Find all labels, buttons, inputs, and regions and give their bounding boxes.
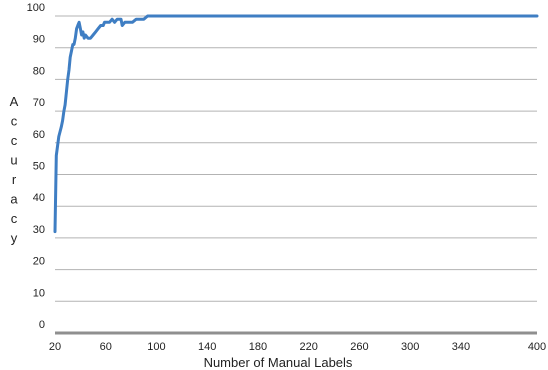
y-tick-label: 30 (33, 224, 45, 236)
y-axis-title-letter: a (10, 192, 18, 207)
x-tick-label: 60 (100, 341, 112, 353)
y-axis-title-letter: A (10, 94, 19, 109)
x-axis-title: Number of Manual Labels (204, 355, 353, 370)
x-tick-label: 260 (350, 341, 368, 353)
x-tick-label: 20 (49, 341, 61, 353)
y-axis-title-letter: c (11, 133, 18, 148)
y-tick-label: 50 (33, 161, 45, 173)
x-tick-label: 400 (528, 341, 546, 353)
x-tick-label: 220 (300, 341, 318, 353)
y-axis-ticks: 0 10 20 30 40 50 60 70 80 90 100 (27, 2, 45, 331)
grid-lines (55, 15, 537, 335)
y-tick-label: 90 (33, 34, 45, 46)
x-tick-label: 180 (249, 341, 267, 353)
y-tick-label: 20 (33, 256, 45, 268)
y-tick-label: 0 (39, 319, 45, 331)
y-tick-label: 40 (33, 192, 45, 204)
y-tick-label: 60 (33, 129, 45, 141)
y-axis-title-letter: r (12, 172, 17, 187)
series-line (53, 14, 539, 234)
y-tick-label: 10 (33, 287, 45, 299)
y-tick-label: 80 (33, 65, 45, 77)
y-tick-label: 100 (27, 2, 45, 14)
y-axis-title-letter: c (11, 114, 18, 129)
x-tick-label: 340 (452, 341, 470, 353)
y-tick-label: 70 (33, 97, 45, 109)
x-tick-label: 140 (198, 341, 216, 353)
y-axis-title-letter: u (10, 153, 17, 168)
x-axis-ticks: 20 60 100 140 180 220 260 300 340 400 (49, 341, 546, 353)
y-axis-title-letter: c (11, 211, 18, 226)
y-axis-title-letter: y (11, 231, 18, 246)
series-group (53, 14, 539, 234)
x-tick-label: 300 (401, 341, 419, 353)
x-tick-label: 100 (147, 341, 165, 353)
